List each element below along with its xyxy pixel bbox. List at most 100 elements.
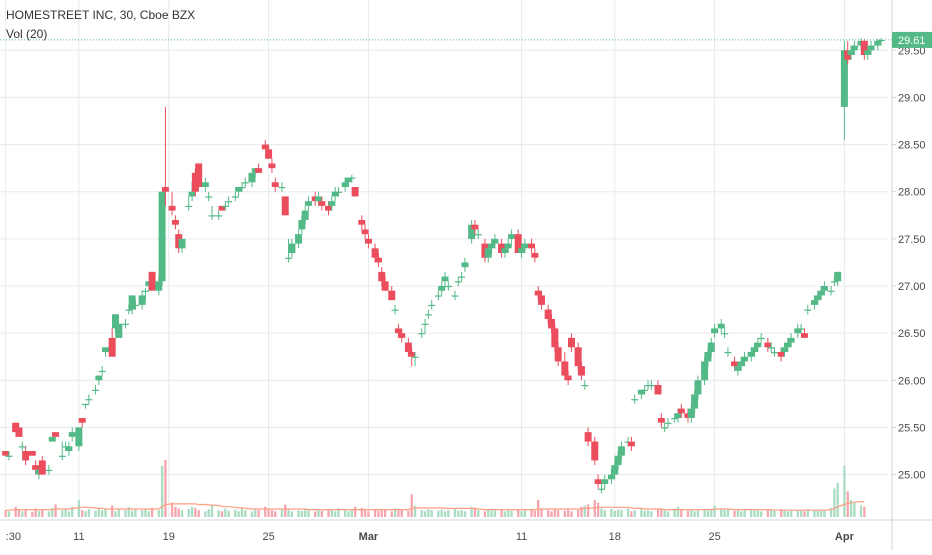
candlestick[interactable] [18, 441, 26, 451]
candlestick[interactable] [158, 191, 166, 286]
candlestick[interactable] [741, 352, 749, 367]
candlestick[interactable] [65, 441, 73, 456]
candlestick[interactable] [617, 441, 625, 461]
candlestick[interactable] [627, 436, 635, 451]
candlestick[interactable] [108, 328, 116, 357]
candlestick[interactable] [850, 40, 858, 55]
candlestick[interactable] [358, 215, 366, 230]
candlestick[interactable] [278, 182, 286, 192]
candlestick[interactable] [411, 352, 419, 367]
candlestick[interactable] [458, 271, 466, 282]
candlestick[interactable] [248, 172, 256, 187]
candlestick[interactable] [268, 158, 276, 173]
candlestick[interactable] [877, 38, 885, 46]
candlestick[interactable] [461, 257, 469, 272]
candlestick[interactable] [95, 375, 103, 385]
candlestick[interactable] [52, 432, 60, 437]
candlestick[interactable] [261, 139, 269, 150]
candlestick[interactable] [334, 187, 342, 197]
candlestick[interactable] [348, 174, 356, 183]
candlestick[interactable] [800, 328, 808, 338]
candlestick[interactable] [208, 205, 216, 220]
candlestick[interactable] [281, 196, 289, 216]
candlestick[interactable] [584, 427, 592, 447]
candlestick[interactable] [434, 290, 442, 301]
candlestick[interactable] [454, 276, 462, 286]
candlestick[interactable] [654, 380, 662, 395]
candlestick[interactable] [195, 163, 203, 187]
candlestick[interactable] [757, 333, 765, 343]
candlestick[interactable] [561, 352, 569, 381]
candlestick[interactable] [15, 427, 23, 437]
candlestick[interactable] [201, 177, 209, 192]
candlestick[interactable] [98, 366, 106, 376]
candlestick[interactable] [531, 248, 539, 263]
candlestick[interactable] [265, 144, 273, 159]
candlestick[interactable] [241, 177, 249, 187]
candlestick[interactable] [131, 300, 139, 310]
candlestick[interactable] [301, 205, 309, 225]
candlestick[interactable] [707, 337, 715, 357]
candlestick[interactable] [701, 356, 709, 385]
candlestick[interactable] [205, 191, 213, 202]
candlestick[interactable] [441, 271, 449, 286]
candlestick[interactable] [344, 177, 352, 187]
candlestick[interactable] [171, 215, 179, 230]
candlestick[interactable] [22, 446, 30, 466]
candlestick[interactable] [295, 229, 303, 249]
candlestick[interactable] [717, 319, 725, 334]
candlestick[interactable] [860, 38, 868, 60]
candlestick[interactable] [2, 451, 10, 456]
candlestick[interactable] [364, 234, 372, 249]
candlestick[interactable] [288, 238, 296, 258]
candlestick[interactable] [594, 474, 602, 489]
candlestick[interactable] [554, 342, 562, 367]
candlestick[interactable] [538, 290, 546, 310]
candlestick[interactable] [711, 323, 719, 338]
candlestick[interactable] [328, 196, 336, 211]
candlestick[interactable] [148, 271, 156, 291]
candlestick[interactable] [787, 333, 795, 348]
candlestick[interactable] [351, 187, 359, 197]
candlestick[interactable] [102, 347, 110, 357]
candlestick[interactable] [45, 465, 53, 475]
candlestick[interactable] [451, 290, 459, 301]
candlestick[interactable] [235, 187, 243, 197]
candlestick[interactable] [38, 455, 46, 475]
candlestick[interactable] [591, 436, 599, 466]
candlestick[interactable] [185, 196, 193, 211]
candlestick[interactable] [564, 370, 572, 385]
candlestick[interactable] [418, 328, 426, 338]
candlestick[interactable] [491, 234, 499, 249]
candlestick[interactable] [764, 337, 772, 352]
candlestick[interactable] [567, 333, 575, 352]
candlestick[interactable] [48, 436, 56, 442]
candlestick[interactable] [641, 385, 649, 395]
candlestick[interactable] [374, 253, 382, 268]
candlestick[interactable] [141, 287, 149, 301]
candlestick[interactable] [238, 182, 246, 192]
candlestick[interactable] [664, 418, 672, 428]
candlestick[interactable] [528, 238, 536, 253]
candlestick[interactable] [168, 191, 176, 216]
candlestick[interactable] [424, 309, 432, 319]
candlestick[interactable] [388, 286, 396, 301]
candlestick[interactable] [508, 229, 516, 244]
candlestick[interactable] [178, 238, 186, 253]
candlestick[interactable] [85, 394, 93, 404]
candlestick[interactable] [161, 106, 169, 206]
candlestick[interactable] [215, 210, 223, 220]
candlestick[interactable] [767, 342, 775, 352]
candlestick[interactable] [78, 418, 86, 428]
candlestick[interactable] [225, 196, 233, 206]
candlestick[interactable] [601, 474, 609, 489]
candlestick[interactable] [771, 347, 778, 357]
candlestick[interactable] [391, 304, 399, 315]
candlestick[interactable] [271, 177, 279, 192]
candlestick[interactable] [754, 337, 762, 352]
candlestick[interactable] [834, 271, 842, 286]
candlestick[interactable] [721, 328, 729, 338]
candlestick[interactable] [92, 385, 100, 395]
